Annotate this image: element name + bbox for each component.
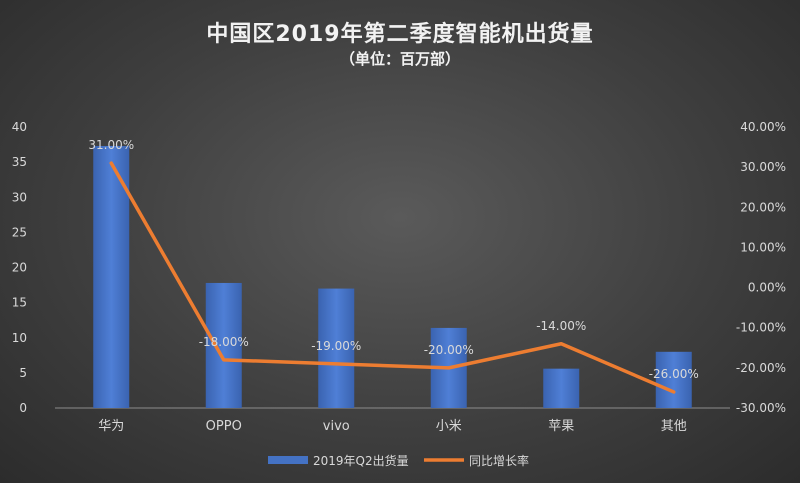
growth-rate-data-label: -18.00% (199, 335, 249, 349)
y-left-tick-label: 15 (12, 296, 27, 310)
y-left-tick-label: 30 (12, 190, 27, 204)
y-left-tick-label: 5 (19, 366, 27, 380)
y-left-tick-label: 10 (12, 331, 27, 345)
bar (205, 282, 242, 408)
y-right-tick-label: -20.00% (736, 361, 786, 375)
x-category-label: 小米 (436, 419, 462, 434)
growth-rate-data-label: -19.00% (311, 339, 361, 353)
bar (93, 145, 130, 408)
y-right-tick-label: 30.00% (740, 160, 786, 174)
y-right-tick-label: 0.00% (748, 281, 786, 295)
x-category-label: 其他 (661, 419, 687, 434)
y-left-tick-label: 40 (12, 120, 27, 134)
y-right-tick-label: 40.00% (740, 120, 786, 134)
y-left-tick-label: 25 (12, 225, 27, 239)
growth-rate-data-label: -14.00% (536, 319, 586, 333)
y-right-tick-label: 10.00% (740, 240, 786, 254)
growth-rate-data-label: -26.00% (649, 367, 699, 381)
x-category-label: 华为 (98, 419, 124, 434)
bar (543, 368, 580, 408)
legend-label-line: 同比增长率 (469, 453, 529, 468)
y-right-tick-label: -10.00% (736, 321, 786, 335)
growth-rate-data-label: -20.00% (424, 343, 474, 357)
growth-rate-data-label: 31.00% (88, 138, 134, 152)
x-category-label: vivo (323, 419, 350, 434)
chart-subtitle: （单位：百万部） (339, 50, 460, 68)
legend-swatch-bar (268, 456, 308, 464)
y-left-tick-label: 35 (12, 155, 27, 169)
x-category-label: 苹果 (548, 419, 574, 434)
growth-rate-line (109, 161, 676, 394)
y-right-tick-label: -30.00% (736, 401, 786, 415)
chart-title: 中国区2019年第二季度智能机出货量 (206, 22, 594, 47)
bar (655, 351, 692, 408)
x-category-label: OPPO (206, 419, 242, 434)
bar (318, 288, 355, 408)
y-left-tick-label: 0 (19, 401, 27, 415)
legend-label-bar: 2019年Q2出货量 (313, 453, 409, 468)
y-right-tick-label: 20.00% (740, 200, 786, 214)
y-left-tick-label: 20 (12, 261, 27, 275)
